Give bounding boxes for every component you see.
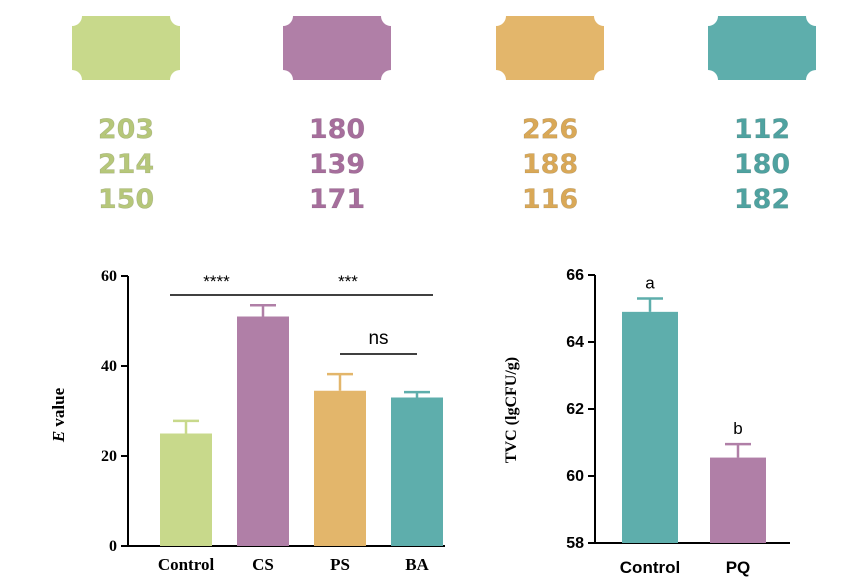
value: 182 xyxy=(733,184,791,216)
y-axis-label-rest: value xyxy=(49,387,68,430)
bar-ba xyxy=(391,397,443,546)
y-tick-label: 64 xyxy=(566,334,584,351)
significance-label: **** xyxy=(203,272,230,291)
y-tick-label: 0 xyxy=(109,538,117,555)
value: 139 xyxy=(308,149,366,181)
significance-label: ns xyxy=(368,328,388,349)
value: 188 xyxy=(521,149,579,181)
y-tick-label: 20 xyxy=(101,448,117,465)
y-tick-label: 60 xyxy=(566,468,584,485)
x-tick-label: Control xyxy=(620,558,680,577)
significance-label: *** xyxy=(338,272,358,291)
bar-cs xyxy=(237,316,289,546)
y-axis-label: E value xyxy=(49,387,68,443)
x-tick-label: PQ xyxy=(726,558,751,577)
y-axis-label-italic: E xyxy=(49,431,68,443)
group-values-ba: 112 180 182 xyxy=(708,112,816,217)
y-tick-label: 66 xyxy=(566,267,584,284)
x-tick-label: CS xyxy=(252,555,274,574)
group-values-cs: 180 139 171 xyxy=(283,112,391,217)
tvc-chart: TVC (lgCFU/g) 58 60 62 64 66 Control a PQ b xyxy=(503,267,790,577)
group-tags: 203 214 150 180 139 171 226 188 116 112 … xyxy=(0,0,858,230)
y-tick-label: 58 xyxy=(566,535,584,552)
value: 171 xyxy=(308,184,366,216)
value: 214 xyxy=(97,149,155,181)
tag-ps xyxy=(496,16,604,80)
value: 112 xyxy=(733,114,791,146)
bar-control xyxy=(160,433,212,546)
bar-control xyxy=(622,311,678,543)
x-tick-label: Control xyxy=(158,555,215,574)
value: 180 xyxy=(308,114,366,146)
tag-cs xyxy=(283,16,391,80)
value: 116 xyxy=(521,184,579,216)
bar-pq xyxy=(710,457,766,543)
x-tick-label: PS xyxy=(330,555,350,574)
y-tick-label: 60 xyxy=(101,268,117,285)
group-values-ps: 226 188 116 xyxy=(496,112,604,217)
group-values-control: 203 214 150 xyxy=(72,112,180,217)
value: 150 xyxy=(97,184,155,216)
tag-ba xyxy=(708,16,816,80)
significance-letter: b xyxy=(733,419,742,438)
significance-letter: a xyxy=(645,273,655,292)
x-tick-label: BA xyxy=(405,555,429,574)
value: 180 xyxy=(733,149,791,181)
value: 203 xyxy=(97,114,155,146)
value: 226 xyxy=(521,114,579,146)
tag-control xyxy=(72,16,180,80)
y-axis-label: TVC (lgCFU/g) xyxy=(503,357,520,463)
bar-ps xyxy=(314,390,366,546)
y-tick-label: 40 xyxy=(101,358,117,375)
y-tick-label: 62 xyxy=(566,401,584,418)
